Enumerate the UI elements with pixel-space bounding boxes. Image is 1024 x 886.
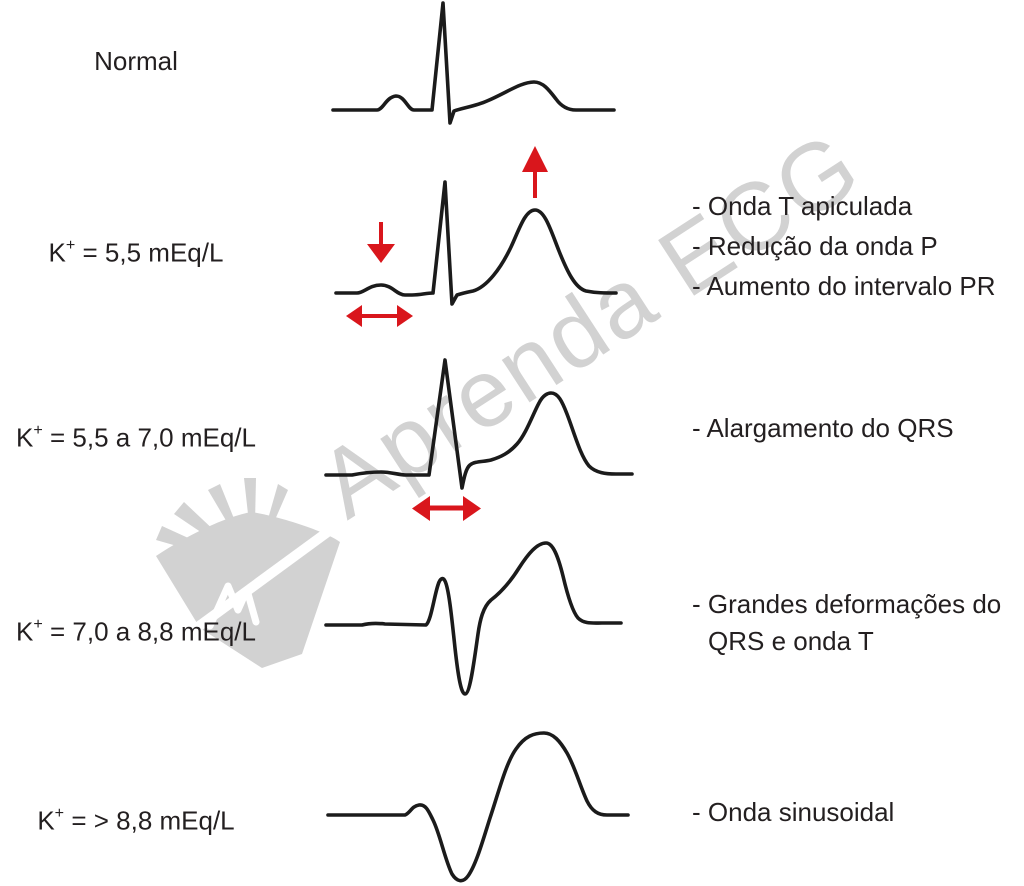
note-line: - Alargamento do QRS bbox=[692, 413, 954, 443]
qrs-width-arrow-icon bbox=[412, 496, 481, 521]
row-label-k-maior-8-8: K+ = > 8,8 mEq/L bbox=[0, 799, 272, 837]
ecg-trace-k5-5-a-7-0 bbox=[324, 358, 634, 490]
row-label-text: K bbox=[37, 805, 55, 836]
ecg-trace-k5-5 bbox=[334, 180, 618, 306]
note-line: - Onda sinusoidal bbox=[692, 797, 895, 827]
notes-k5-5: - Onda T apiculada - Redução da onda P -… bbox=[692, 186, 996, 306]
row-label-k7-0-a-8-8: K+ = 7,0 a 8,8 mEq/L bbox=[0, 610, 272, 648]
superscript-plus: + bbox=[65, 235, 76, 254]
ecg-trace-k7-0-a-8-8 bbox=[324, 541, 623, 696]
superscript-plus: + bbox=[33, 420, 43, 439]
row-label-k5-5: K+ = 5,5 mEq/L bbox=[0, 231, 272, 269]
row-label-text: = 7,0 a 8,8 mEq/L bbox=[42, 616, 256, 647]
note-line: - Redução da onda P bbox=[692, 231, 938, 261]
ecg-trace-k-maior-8-8 bbox=[326, 731, 630, 883]
note-line: - Onda T apiculada bbox=[692, 191, 913, 221]
superscript-plus: + bbox=[54, 803, 65, 822]
ecg-trace-normal bbox=[331, 1, 616, 125]
pr-interval-width-arrow-icon bbox=[346, 305, 413, 327]
notes-k5-5-a-7-0: - Alargamento do QRS bbox=[692, 408, 954, 448]
p-wave-decrease-arrow-icon bbox=[367, 222, 395, 263]
row-label-text: K bbox=[48, 237, 66, 268]
row-label-k5-5-a-7-0: K+ = 5,5 a 7,0 mEq/L bbox=[0, 416, 272, 454]
row-label-text: Normal bbox=[94, 46, 178, 76]
note-line: - Grandes deformações do QRS e onda T bbox=[692, 589, 1002, 656]
row-label-normal: Normal bbox=[0, 45, 272, 77]
book-logo-icon bbox=[147, 478, 347, 668]
superscript-plus: + bbox=[33, 614, 43, 633]
notes-k7-0-a-8-8: - Grandes deformações do QRS e onda T bbox=[692, 586, 1024, 660]
row-label-text: K bbox=[16, 616, 34, 647]
notes-k-maior-8-8: - Onda sinusoidal bbox=[692, 792, 894, 832]
row-label-text: = 5,5 a 7,0 mEq/L bbox=[42, 422, 256, 453]
t-wave-increase-arrow-icon bbox=[522, 146, 548, 198]
note-line: - Aumento do intervalo PR bbox=[692, 271, 996, 301]
row-label-text: = 5,5 mEq/L bbox=[75, 237, 224, 268]
row-label-text: K bbox=[16, 422, 34, 453]
row-label-text: = > 8,8 mEq/L bbox=[64, 805, 235, 836]
